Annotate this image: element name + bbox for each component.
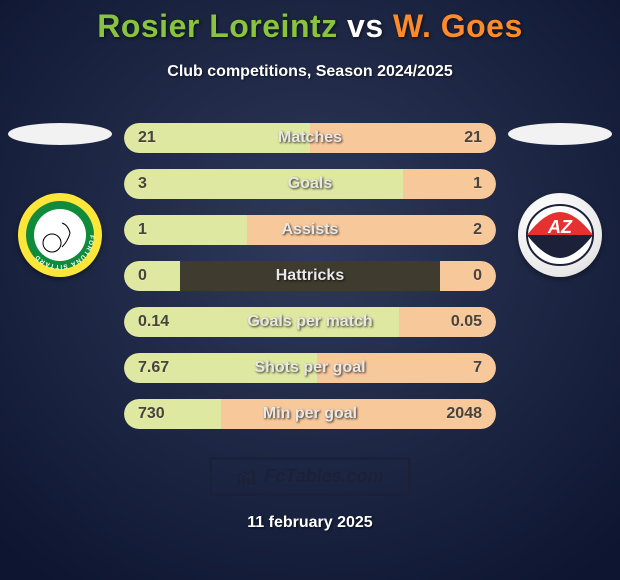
stat-value-right: 7 — [473, 353, 482, 383]
comparison-row: FORTUNA SITTARD Matches2121Goals31Assist… — [0, 123, 620, 429]
stat-label: Assists — [124, 215, 496, 245]
footer: FcTables.com 11 february 2025 — [0, 457, 620, 532]
stat-value-left: 1 — [138, 215, 147, 245]
stat-value-right: 0.05 — [451, 307, 482, 337]
left-player-column: FORTUNA SITTARD — [0, 123, 120, 277]
stat-row: Matches21 21 — [124, 123, 496, 153]
subtitle: Club competitions, Season 2024/2025 — [0, 63, 620, 81]
date-label: 11 february 2025 — [247, 514, 372, 532]
stat-value-right: 1 — [473, 169, 482, 199]
stat-value-left: 21 — [138, 123, 156, 153]
stat-value-left: 730 — [138, 399, 165, 429]
stat-row: Shots per goal7.67 7 — [124, 353, 496, 383]
stat-value-right: 2048 — [446, 399, 482, 429]
right-player-column: AZ — [500, 123, 620, 277]
club-badge-right: AZ — [518, 193, 602, 277]
brand-chart-icon — [236, 468, 258, 486]
stat-value-right: 2 — [473, 215, 482, 245]
stat-label: Goals per match — [124, 307, 496, 337]
stat-label: Matches — [124, 123, 496, 153]
stat-label: Shots per goal — [124, 353, 496, 383]
stat-label: Hattricks — [124, 261, 496, 291]
stat-value-right: 21 — [464, 123, 482, 153]
stat-value-right: 0 — [473, 261, 482, 291]
club-badge-left: FORTUNA SITTARD — [18, 193, 102, 277]
stat-row: Goals3 1 — [124, 169, 496, 199]
stat-row: Goals per match0.14 0.05 — [124, 307, 496, 337]
stat-value-left: 0 — [138, 261, 147, 291]
player-photo-placeholder-right — [508, 123, 612, 145]
brand-label: FcTables.com — [264, 466, 383, 487]
stat-row: Assists1 2 — [124, 215, 496, 245]
page-title: Rosier Loreintz vs W. Goes — [0, 8, 620, 45]
stat-label: Goals — [124, 169, 496, 199]
stat-value-left: 7.67 — [138, 353, 169, 383]
stat-label: Min per goal — [124, 399, 496, 429]
stat-value-left: 3 — [138, 169, 147, 199]
stat-value-left: 0.14 — [138, 307, 169, 337]
stat-row: Min per goal730 2048 — [124, 399, 496, 429]
stats-list: Matches2121Goals31Assists12Hattricks00Go… — [120, 123, 500, 429]
brand-box: FcTables.com — [209, 457, 410, 496]
stat-row: Hattricks0 0 — [124, 261, 496, 291]
svg-text:AZ: AZ — [547, 217, 573, 237]
player-photo-placeholder-left — [8, 123, 112, 145]
